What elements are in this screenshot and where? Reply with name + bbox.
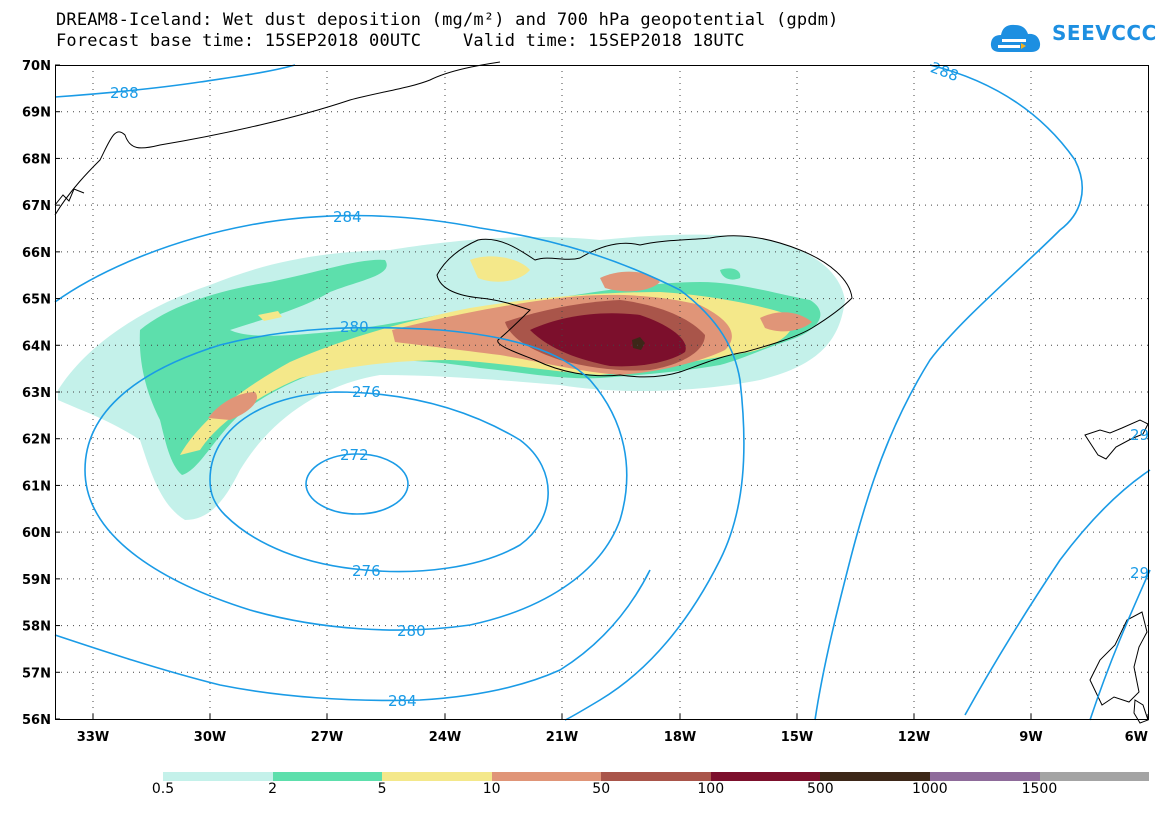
legend-swatch: [491, 772, 602, 781]
longitude-label: 21W: [546, 730, 578, 745]
legend-swatch: [710, 772, 821, 781]
legend-label: 500: [806, 781, 834, 797]
longitude-label: 15W: [781, 730, 813, 745]
legend-label: 50: [592, 781, 611, 797]
latitude-label: 69N: [22, 106, 51, 121]
latitude-label: 62N: [22, 433, 51, 448]
legend-swatch: [929, 772, 1040, 781]
longitude-label: 30W: [194, 730, 226, 745]
legend-label: 0.5: [151, 781, 175, 797]
contour-label: 276: [352, 383, 381, 401]
geopotential-contours: [54, 64, 1151, 721]
latitude-label: 70N: [22, 59, 51, 74]
longitude-label: 27W: [311, 730, 343, 745]
contour-label: 288: [928, 58, 961, 85]
latitude-label: 58N: [22, 620, 51, 635]
dust-deposition-layer: [58, 234, 845, 520]
graticule: [55, 65, 1148, 719]
longitude-label: 24W: [429, 730, 461, 745]
contour-label: 288: [110, 84, 139, 102]
legend-label: 1500: [1021, 781, 1058, 797]
legend-swatch: [163, 772, 273, 781]
longitude-label: 9W: [1019, 730, 1042, 745]
contour-label: 284: [388, 692, 417, 710]
latitude-label: 64N: [22, 339, 51, 354]
longitude-label: 33W: [77, 730, 109, 745]
contour-label: 284: [333, 208, 362, 226]
legend-label: 10: [482, 781, 501, 797]
latitude-label: 67N: [22, 199, 51, 214]
latitude-axis: 70N 69N 68N 67N 66N 65N 64N 63N 62N 61N 60N 59N 58N 5…: [22, 59, 60, 728]
latitude-label: 65N: [22, 293, 51, 308]
legend-label: 5: [377, 781, 387, 797]
legend-swatch: [820, 772, 930, 781]
cloud-logo-icon: [990, 24, 1041, 52]
longitude-label: 12W: [898, 730, 930, 745]
map-title: DREAM8-Iceland: Wet dust deposition (mg/…: [56, 10, 839, 30]
latitude-label: 68N: [22, 152, 51, 167]
longitude-label: 6W: [1125, 730, 1148, 745]
latitude-label: 60N: [22, 526, 51, 541]
forecast-time-line: Forecast base time: 15SEP2018 00UTC Vali…: [56, 31, 745, 51]
legend-label: 2: [268, 781, 278, 797]
contour-label: 29: [1130, 426, 1149, 444]
longitude-label: 18W: [664, 730, 696, 745]
latitude-label: 59N: [22, 573, 51, 588]
contour-label: 280: [397, 622, 426, 640]
longitude-axis: 33W 30W 27W 24W 21W 18W 15W 12W 9W 6W: [77, 714, 1149, 745]
latitude-label: 66N: [22, 246, 51, 261]
latitude-label: 61N: [22, 479, 51, 494]
legend-label: 100: [697, 781, 725, 797]
legend-label: 1000: [912, 781, 948, 797]
latitude-label: 56N: [22, 713, 51, 728]
legend-swatch: [272, 772, 383, 781]
legend-swatch: [601, 772, 711, 781]
legend-swatch: [382, 772, 492, 781]
latitude-label: 57N: [22, 666, 51, 681]
legend-color-bar: [163, 772, 1150, 781]
latitude-label: 63N: [22, 386, 51, 401]
legend-swatch: [1039, 772, 1150, 781]
logo-text: SEEVCCC: [1052, 21, 1157, 45]
contour-label: 276: [352, 562, 381, 580]
contour-label: 280: [340, 318, 369, 336]
contour-label: 272: [340, 446, 369, 464]
coastlines: [54, 61, 1149, 724]
contour-label: 29: [1130, 564, 1149, 582]
